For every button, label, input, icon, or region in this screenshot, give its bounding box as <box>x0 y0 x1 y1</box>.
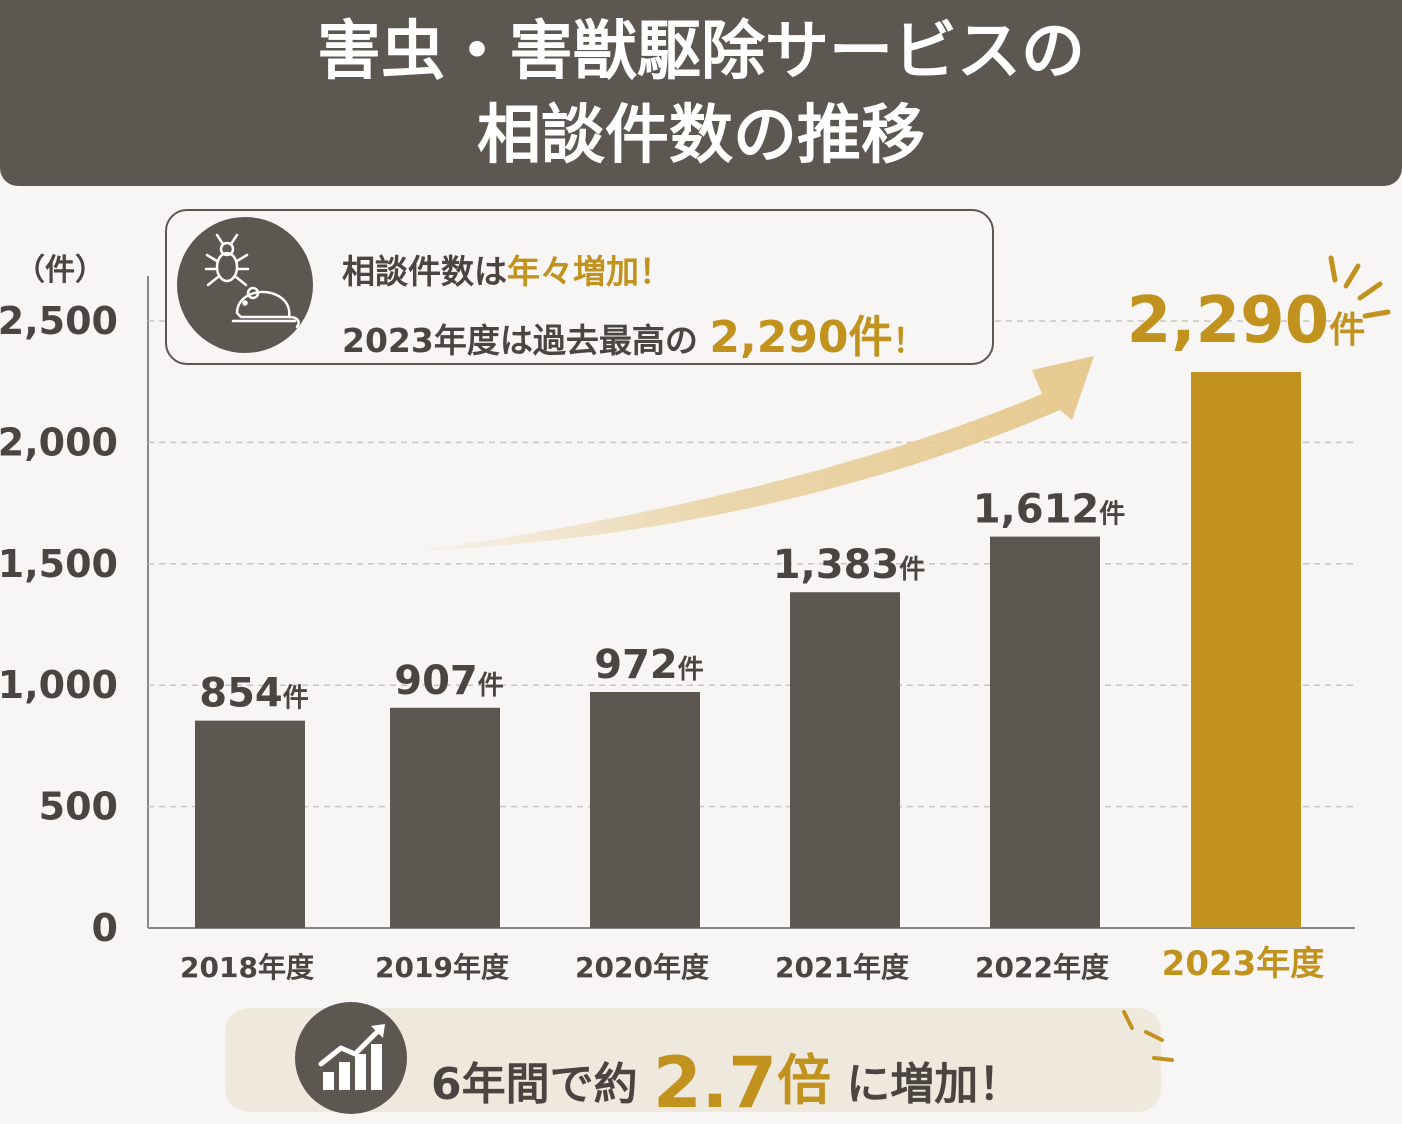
x-tick-label: 2023年度 <box>1162 944 1325 984</box>
bar <box>790 592 900 928</box>
growth-summary-text: 6年間で約 2.7倍 に増加！ <box>431 1034 1023 1124</box>
callout-line-1: 相談件数は年々増加！ <box>342 245 672 293</box>
x-tick-label: 2018年度 <box>180 951 314 984</box>
bar <box>195 720 305 928</box>
x-tick-label: 2020年度 <box>575 951 709 984</box>
data-label: 854件 <box>199 671 309 717</box>
growth-text-a: 6年間で約 <box>431 1059 638 1110</box>
growth-multiplier: 2.7 <box>652 1042 777 1124</box>
y-unit-label: （件） <box>15 253 105 288</box>
y-tick-label: 2,000 <box>0 420 118 464</box>
data-label: 972件 <box>594 642 704 688</box>
bug-and-rat-icon <box>177 217 313 353</box>
x-tick-label: 2022年度 <box>975 951 1109 984</box>
bar <box>1191 371 1301 928</box>
title-line-2: 相談件数の推移 <box>477 99 925 173</box>
data-label: 1,383件 <box>773 542 926 588</box>
y-tick-label: 500 <box>39 785 118 829</box>
callout-line-2: 2023年度は過去最高の 2,290件！ <box>342 301 926 365</box>
title-line-1: 害虫・害獣駆除サービスの <box>317 15 1085 89</box>
data-label: 907件 <box>394 658 504 704</box>
callout-text-a: 相談件数は <box>342 252 507 291</box>
y-tick-label: 0 <box>92 906 118 950</box>
y-tick-label: 1,000 <box>0 663 118 707</box>
callout-exclaim: ！ <box>892 321 926 360</box>
callout-highlight-record: 2,290件 <box>709 312 893 363</box>
callout-highlight-increase: 年々増加！ <box>507 252 672 291</box>
bar <box>990 536 1100 928</box>
title-banner: 害虫・害獣駆除サービスの 相談件数の推移 <box>0 0 1402 186</box>
y-tick-label: 2,500 <box>0 299 118 343</box>
growth-multiplier-unit: 倍 <box>776 1049 831 1112</box>
summary-callout: 相談件数は年々増加！ 2023年度は過去最高の 2,290件！ <box>165 209 994 365</box>
data-label: 1,612件 <box>973 487 1126 533</box>
x-tick-label: 2021年度 <box>775 951 909 984</box>
sparkle-icon <box>1122 1010 1174 1062</box>
x-tick-label: 2019年度 <box>375 951 509 984</box>
rising-chart-icon <box>295 1002 407 1114</box>
growth-text-b: に増加！ <box>846 1059 1023 1110</box>
callout-text-b: 2023年度は過去最高の <box>342 321 698 360</box>
y-tick-label: 1,500 <box>0 542 118 586</box>
data-label: 2,290件 <box>1127 284 1365 358</box>
sparkle-icon <box>1328 255 1391 319</box>
bar <box>390 707 500 928</box>
growth-summary-banner: 6年間で約 2.7倍 に増加！ <box>225 1002 1161 1124</box>
bar <box>590 691 700 928</box>
